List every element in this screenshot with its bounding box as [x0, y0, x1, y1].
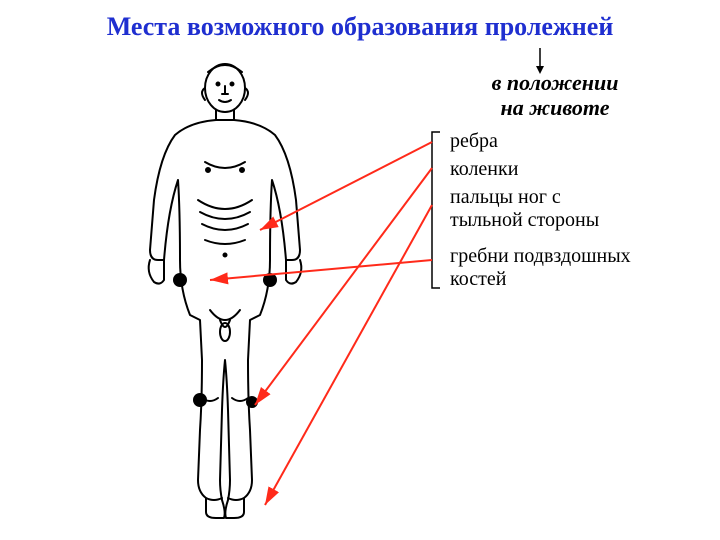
subtitle-line2: на животе [500, 95, 609, 120]
label-bracket [432, 132, 440, 288]
label-ribs: ребра [450, 130, 498, 153]
subtitle: в положении на животе [465, 70, 645, 121]
label-toes: пальцы ног с тыльной стороны [450, 186, 599, 232]
label-iliac: гребни подвздошных костей [450, 245, 631, 291]
page-title: Места возможного образования пролежней [0, 12, 720, 42]
label-knees: коленки [450, 158, 518, 181]
body-figure [120, 60, 330, 520]
subtitle-line1: в положении [492, 70, 619, 95]
